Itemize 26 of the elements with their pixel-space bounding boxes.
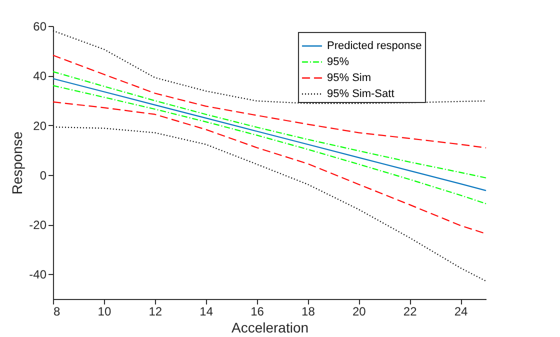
y-axis-title: Response bbox=[9, 131, 26, 195]
line-series bbox=[52, 126, 487, 282]
x-tick-label: 10 bbox=[98, 304, 112, 318]
legend-label: Predicted response bbox=[327, 40, 422, 52]
y-tick-label: 60 bbox=[33, 20, 47, 34]
x-tick-label: 20 bbox=[352, 304, 366, 318]
y-tick-label: -40 bbox=[29, 268, 47, 282]
x-tick-label: 22 bbox=[403, 304, 418, 318]
line-series bbox=[52, 85, 487, 204]
x-tick-label: 12 bbox=[148, 304, 162, 318]
x-tick-label: 16 bbox=[250, 304, 264, 318]
x-tick-label: 8 bbox=[54, 304, 60, 318]
line-series bbox=[52, 71, 487, 178]
x-tick-label: 24 bbox=[454, 304, 468, 318]
x-axis-title: Acceleration bbox=[231, 320, 309, 336]
y-tick-label: -20 bbox=[29, 218, 47, 232]
y-tick-label: 40 bbox=[33, 69, 47, 84]
legend-label: 95% Sim bbox=[327, 72, 372, 84]
y-tick-label: 20 bbox=[33, 118, 47, 133]
legend-label: 95% Sim-Satt bbox=[327, 88, 394, 100]
y-tick-label: 0 bbox=[40, 168, 47, 182]
line-series bbox=[52, 30, 487, 104]
x-tick-label: 14 bbox=[200, 304, 214, 318]
legend-label: 95% bbox=[327, 56, 350, 68]
line-series bbox=[52, 54, 487, 148]
x-tick-label: 18 bbox=[302, 304, 316, 318]
